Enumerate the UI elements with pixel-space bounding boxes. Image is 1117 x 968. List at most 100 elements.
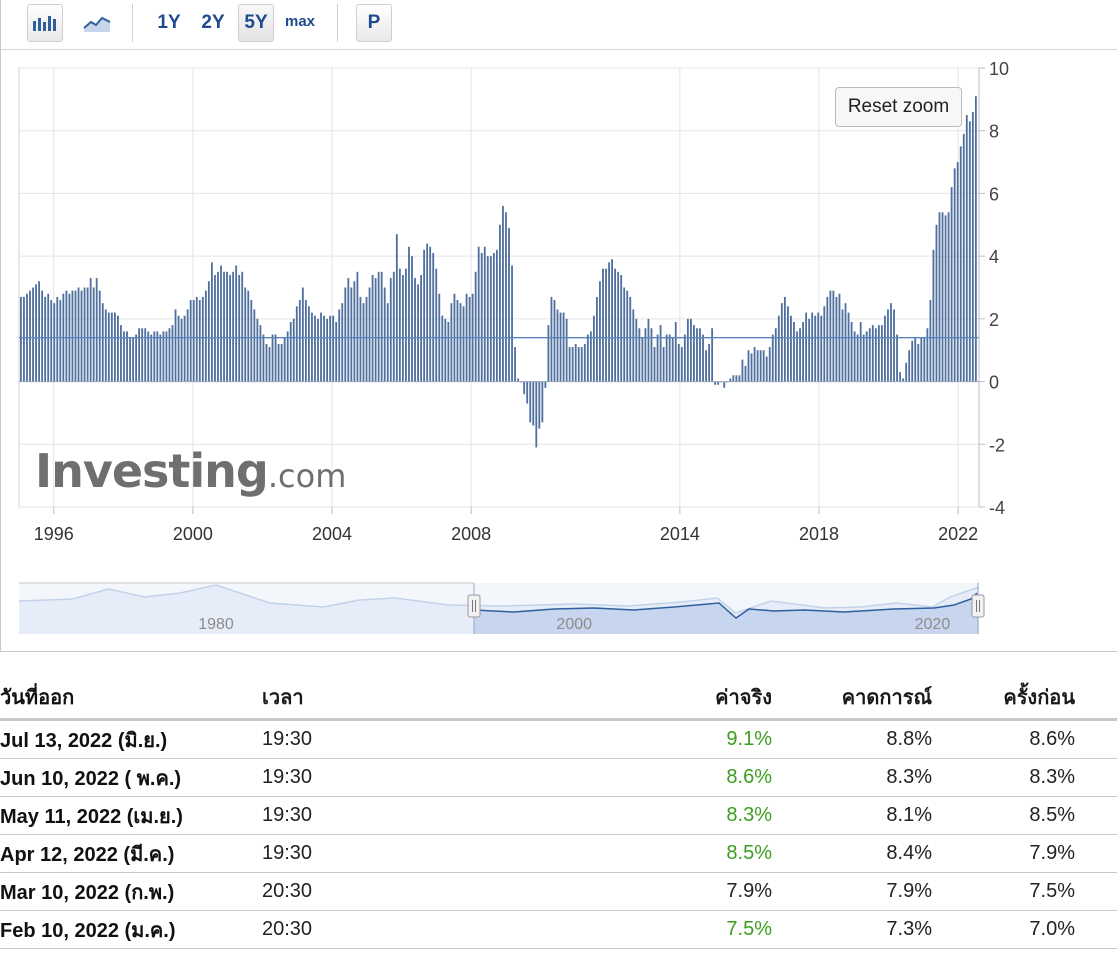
bar bbox=[756, 350, 759, 382]
bar bbox=[574, 343, 577, 382]
bar bbox=[432, 253, 435, 382]
bar bbox=[650, 328, 653, 382]
bar bbox=[850, 321, 853, 382]
bar bbox=[686, 318, 689, 382]
row-forecast: 8.8% bbox=[772, 719, 932, 759]
bar bbox=[165, 331, 168, 382]
bar bbox=[32, 287, 34, 382]
navigator-left-handle[interactable] bbox=[467, 594, 481, 618]
navigator-history-line bbox=[18, 584, 980, 614]
bar bbox=[150, 334, 153, 382]
bar bbox=[250, 300, 253, 382]
header-previous[interactable]: ครั้งก่อน bbox=[932, 676, 1117, 721]
header-time[interactable]: เวลา bbox=[262, 676, 652, 721]
logo-text: Investing bbox=[35, 444, 269, 498]
header-date[interactable]: วันที่ออก bbox=[0, 676, 262, 721]
row-date: Apr 12, 2022 (มี.ค.) bbox=[0, 834, 262, 873]
bar bbox=[602, 268, 604, 382]
bar bbox=[589, 331, 592, 382]
bar bbox=[214, 274, 216, 382]
bar bbox=[511, 265, 513, 382]
table-row: Feb 10, 2022 (ม.ค.) 20:30 7.5% 7.3% 7.0% bbox=[0, 910, 1117, 949]
bar bbox=[953, 168, 956, 382]
row-date: Jun 10, 2022 ( พ.ค.) bbox=[0, 758, 262, 797]
bar bbox=[974, 96, 977, 382]
y-tick-label: 0 bbox=[989, 373, 999, 393]
bar bbox=[489, 256, 492, 382]
main-chart[interactable]: 10 8 6 4 2 0 -2 -4 1996 2000 2004 2008 2014 2018 2022… bbox=[1, 50, 1117, 652]
bar bbox=[301, 287, 304, 382]
bar bbox=[735, 375, 738, 382]
bar bbox=[544, 381, 547, 388]
bar bbox=[177, 315, 180, 382]
bar bbox=[662, 347, 665, 382]
bar bbox=[608, 262, 610, 382]
bar bbox=[835, 296, 838, 382]
bar bbox=[971, 111, 974, 382]
bar bbox=[59, 300, 62, 382]
navigator-right-handle[interactable] bbox=[971, 594, 985, 618]
bar bbox=[853, 331, 856, 382]
bar bbox=[350, 287, 353, 382]
bar bbox=[238, 274, 241, 382]
bar bbox=[56, 296, 59, 382]
row-previous: 8.3% bbox=[932, 758, 1117, 797]
bar bbox=[680, 347, 683, 382]
y-tick-label: -2 bbox=[989, 435, 1005, 455]
bar bbox=[790, 315, 792, 382]
reset-zoom-button[interactable]: Reset zoom bbox=[835, 87, 962, 127]
bar bbox=[168, 328, 171, 382]
bar bbox=[799, 328, 801, 382]
bar bbox=[890, 303, 892, 382]
bar-chart-button[interactable] bbox=[27, 4, 63, 42]
row-forecast: 7.9% bbox=[772, 872, 932, 911]
bar bbox=[50, 300, 53, 382]
bar bbox=[947, 212, 950, 382]
bar bbox=[171, 325, 174, 382]
bar bbox=[389, 278, 392, 382]
y-tick-label: 10 bbox=[989, 59, 1009, 79]
bar bbox=[580, 347, 583, 382]
bar bbox=[286, 331, 289, 382]
bar bbox=[683, 334, 686, 382]
area-chart-button[interactable] bbox=[77, 4, 117, 42]
table-row: Mar 10, 2022 (ก.พ.) 20:30 7.9% 7.9% 7.5% bbox=[0, 872, 1117, 911]
bar bbox=[529, 381, 532, 423]
bar bbox=[480, 253, 483, 382]
bar bbox=[392, 271, 395, 382]
bar bbox=[229, 274, 231, 382]
bar bbox=[705, 350, 707, 382]
bar bbox=[635, 318, 638, 382]
bar bbox=[444, 318, 447, 382]
bar bbox=[856, 334, 859, 382]
bar bbox=[944, 215, 947, 382]
row-previous: 8.5% bbox=[932, 796, 1117, 835]
range-max-button[interactable]: max bbox=[284, 12, 316, 30]
bar bbox=[262, 334, 265, 382]
bar bbox=[492, 253, 495, 382]
bar bbox=[877, 325, 880, 382]
bar bbox=[592, 315, 595, 382]
row-actual: 9.1% bbox=[652, 719, 772, 759]
bar bbox=[696, 328, 698, 382]
bar bbox=[884, 315, 886, 382]
bar bbox=[450, 303, 453, 382]
bar bbox=[223, 271, 225, 382]
toolbar-divider bbox=[132, 4, 133, 42]
range-1y-button[interactable]: 1Y bbox=[157, 12, 181, 33]
bar bbox=[292, 318, 295, 382]
header-forecast[interactable]: คาดการณ์ bbox=[772, 676, 932, 721]
x-tick-label: 2018 bbox=[799, 524, 839, 544]
bar bbox=[247, 290, 250, 382]
p-button[interactable]: P bbox=[356, 4, 392, 42]
range-2y-button[interactable]: 2Y bbox=[201, 12, 225, 33]
bar bbox=[380, 271, 383, 382]
range-5y-button[interactable]: 5Y bbox=[238, 4, 274, 42]
bar bbox=[935, 224, 938, 382]
bar bbox=[959, 146, 962, 382]
bar bbox=[859, 321, 862, 382]
header-actual[interactable]: ค่าจริง bbox=[652, 676, 772, 721]
bar bbox=[374, 278, 377, 382]
bar bbox=[304, 300, 307, 382]
bar bbox=[371, 274, 374, 382]
